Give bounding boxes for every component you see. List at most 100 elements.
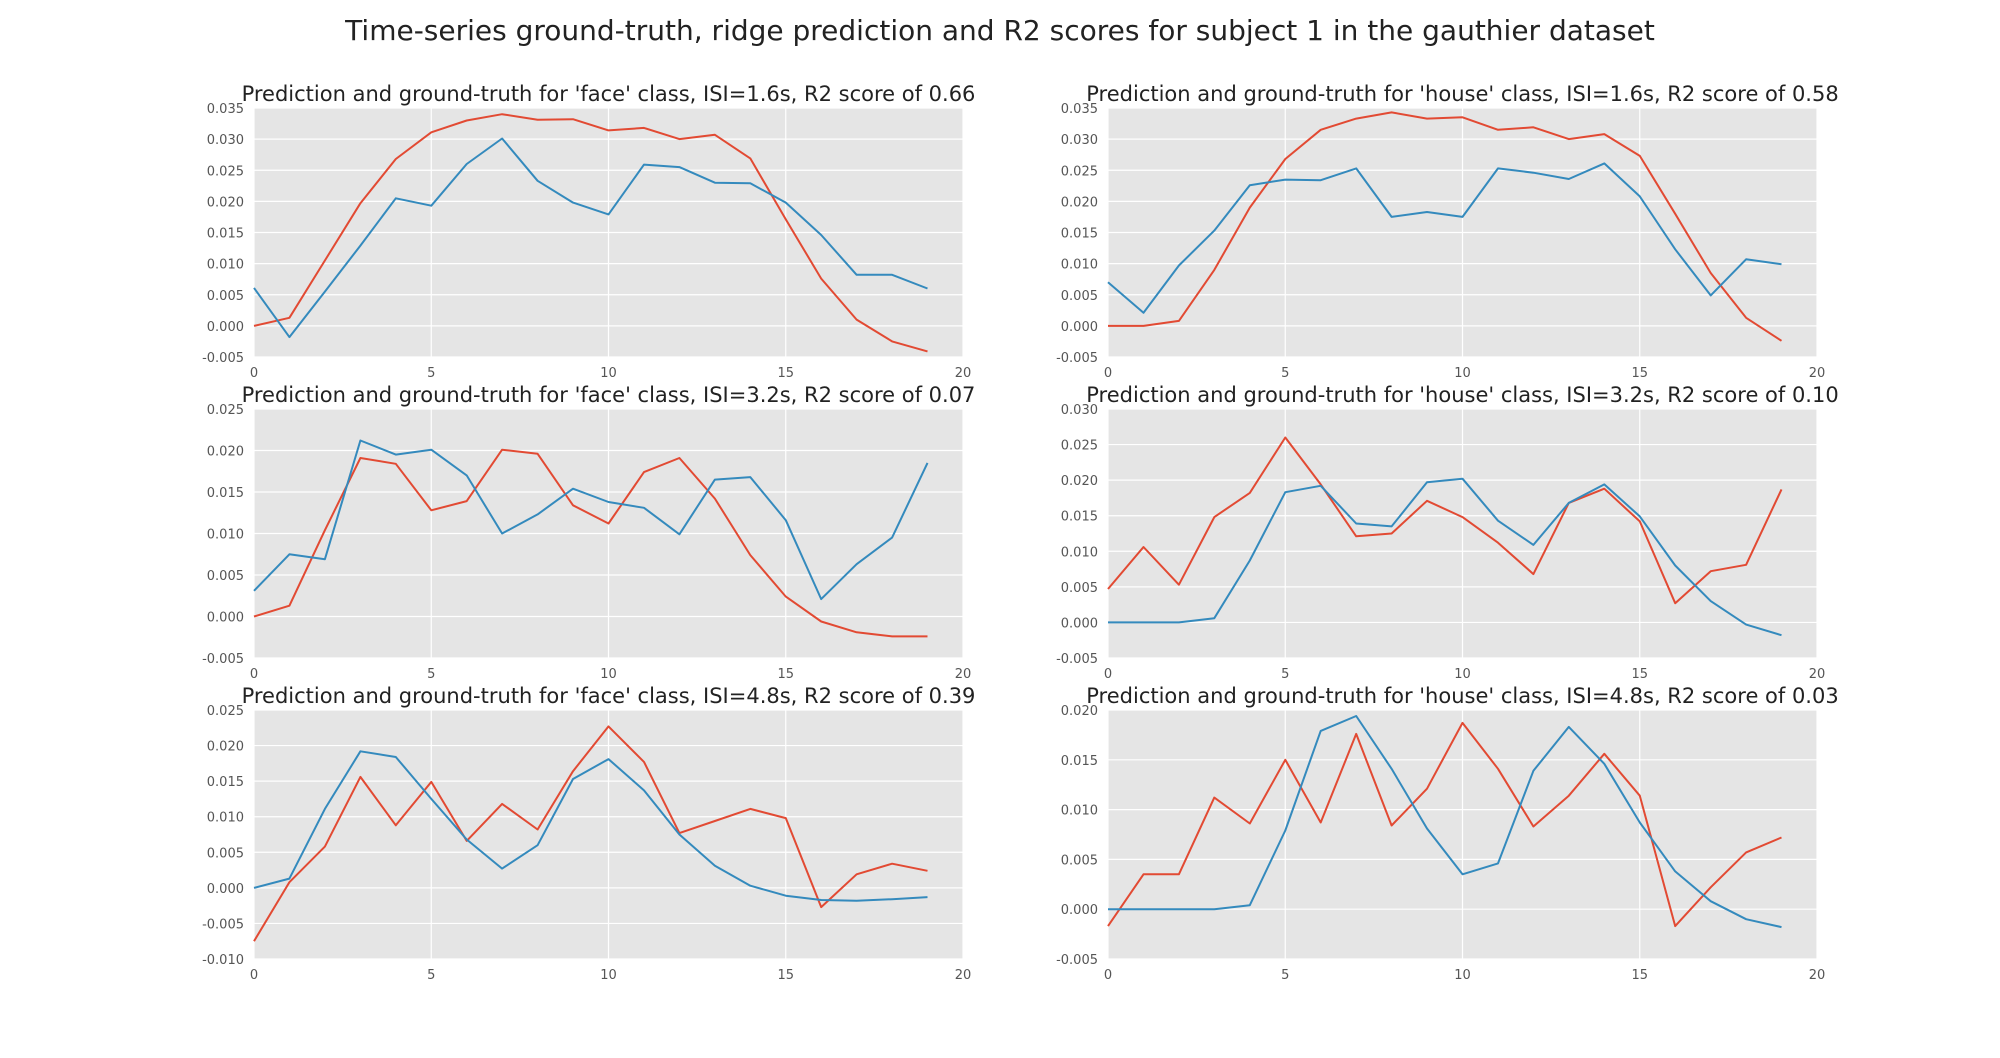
subplot-title: Prediction and ground-truth for 'face' c… [242, 82, 976, 106]
y-tick-label: 0.000 [207, 611, 244, 626]
subplot-3: -0.005 0.000 0.005 0.010 0.015 0.020 0.025 0 5 10… [202, 383, 975, 682]
y-tick-label: 0.025 [207, 164, 244, 179]
y-tick-label: 0.010 [207, 811, 244, 826]
y-tick-label: 0.020 [1061, 704, 1098, 719]
series-line-red [1107, 436, 1783, 605]
x-tick-label: 15 [1631, 968, 1648, 983]
y-tick-label: 0.015 [1061, 510, 1098, 525]
subplot-title: Prediction and ground-truth for 'face' c… [242, 383, 976, 407]
y-tick-label: -0.005 [202, 917, 244, 932]
series-line-blue [1108, 477, 1782, 637]
x-tick-label: 0 [250, 968, 258, 983]
y-tick-label: 0.025 [1061, 439, 1098, 454]
y-tick-label: 0.020 [207, 740, 244, 755]
y-tick-label: 0.015 [1061, 227, 1098, 242]
x-tick-label: 5 [1281, 366, 1289, 381]
x-tick-label: 10 [600, 667, 617, 682]
subplot-1: -0.005 0.000 0.005 0.010 0.015 0.020 0.025 0.03… [202, 82, 975, 381]
y-tick-label: 0.005 [1061, 289, 1098, 304]
x-tick-label: 5 [1281, 667, 1289, 682]
x-tick-label: 10 [600, 968, 617, 983]
y-tick-label: 0.015 [207, 775, 244, 790]
subplot-4: -0.005 0.000 0.005 0.010 0.015 0.020 0.025 0.03… [1056, 383, 1839, 682]
subplot-title: Prediction and ground-truth for 'house' … [1086, 684, 1838, 708]
x-tick-label: 5 [427, 366, 435, 381]
y-tick-label: 0.025 [207, 704, 244, 719]
y-tick-label: 0.010 [207, 528, 244, 543]
y-tick-label: 0.005 [207, 846, 244, 861]
subplot-2: -0.005 0.000 0.005 0.010 0.015 0.020 0.025 0.03… [1056, 82, 1839, 381]
x-tick-label: 15 [777, 667, 794, 682]
x-tick-label: 0 [250, 667, 258, 682]
series-line-blue [1108, 715, 1782, 929]
series-line-blue [253, 439, 929, 601]
y-tick-label: -0.005 [1056, 953, 1098, 968]
y-tick-label: -0.005 [202, 652, 244, 667]
x-tick-label: 0 [1104, 968, 1112, 983]
series-line-red [1107, 721, 1782, 928]
y-tick-label: -0.005 [1056, 351, 1098, 366]
y-tick-label: 0.005 [207, 569, 244, 584]
x-tick-label: 10 [1454, 968, 1471, 983]
y-tick-label: 0.020 [1061, 195, 1098, 210]
series-line-blue [253, 137, 928, 339]
series-line-red [253, 725, 928, 942]
figure-title: Time-series ground-truth, ridge predicti… [345, 14, 1655, 47]
series-line-red [1108, 111, 1783, 342]
x-tick-label: 0 [1104, 366, 1112, 381]
y-tick-label: 0.020 [207, 195, 244, 210]
y-tick-label: 0.005 [1061, 853, 1098, 868]
y-tick-label: 0.000 [207, 882, 244, 897]
x-tick-label: 15 [1631, 667, 1648, 682]
y-tick-label: 0.000 [207, 320, 244, 335]
y-tick-label: 0.010 [1061, 258, 1098, 273]
x-tick-label: 15 [1631, 366, 1648, 381]
x-tick-label: 20 [1809, 366, 1826, 381]
y-tick-label: 0.025 [1061, 164, 1098, 179]
y-tick-label: 0.000 [1061, 320, 1098, 335]
x-tick-label: 5 [427, 667, 435, 682]
y-tick-label: 0.015 [207, 486, 244, 501]
y-tick-label: 0.020 [207, 445, 244, 460]
x-tick-label: 20 [955, 968, 972, 983]
x-tick-label: 20 [955, 667, 972, 682]
y-tick-label: 0.000 [1061, 903, 1098, 918]
y-tick-label: 0.010 [1061, 804, 1098, 819]
series-line-red [253, 448, 928, 638]
y-tick-label: 0.025 [207, 403, 244, 418]
x-tick-label: 20 [1809, 667, 1826, 682]
x-tick-label: 10 [1454, 667, 1471, 682]
x-tick-label: 0 [250, 366, 258, 381]
y-tick-label: 0.015 [207, 227, 244, 242]
y-tick-label: -0.005 [202, 351, 244, 366]
x-tick-label: 20 [955, 366, 972, 381]
series-line-red [253, 113, 928, 353]
subplot-5: -0.010 -0.005 0.000 0.005 0.010 0.015 0.020 0.0… [202, 684, 975, 983]
y-tick-label: 0.035 [1061, 102, 1098, 117]
y-tick-label: 0.030 [1061, 133, 1098, 148]
y-tick-label: -0.005 [1056, 652, 1098, 667]
x-tick-label: 5 [427, 968, 435, 983]
y-tick-label: 0.015 [1061, 754, 1098, 769]
y-tick-label: 0.030 [1061, 403, 1098, 418]
subplot-title: Prediction and ground-truth for 'face' c… [242, 684, 976, 708]
y-tick-label: -0.010 [202, 953, 244, 968]
x-tick-label: 15 [777, 968, 794, 983]
x-tick-label: 10 [600, 366, 617, 381]
y-tick-label: 0.010 [207, 258, 244, 273]
subplot-6: -0.005 0.000 0.005 0.010 0.015 0.020 0 5 10 15 20 P… [1056, 684, 1839, 983]
series-line-blue [1107, 162, 1782, 314]
x-tick-label: 5 [1281, 968, 1289, 983]
series-line-blue [253, 750, 928, 902]
x-tick-label: 20 [1809, 968, 1826, 983]
x-tick-label: 15 [777, 366, 794, 381]
y-tick-label: 0.035 [207, 102, 244, 117]
subplot-title: Prediction and ground-truth for 'house' … [1086, 82, 1838, 106]
x-tick-label: 10 [1454, 366, 1471, 381]
subplot-title: Prediction and ground-truth for 'house' … [1086, 383, 1838, 407]
y-tick-label: 0.000 [1061, 616, 1098, 631]
x-tick-label: 0 [1104, 667, 1112, 682]
y-tick-label: 0.005 [207, 289, 244, 304]
y-tick-label: 0.020 [1061, 474, 1098, 489]
